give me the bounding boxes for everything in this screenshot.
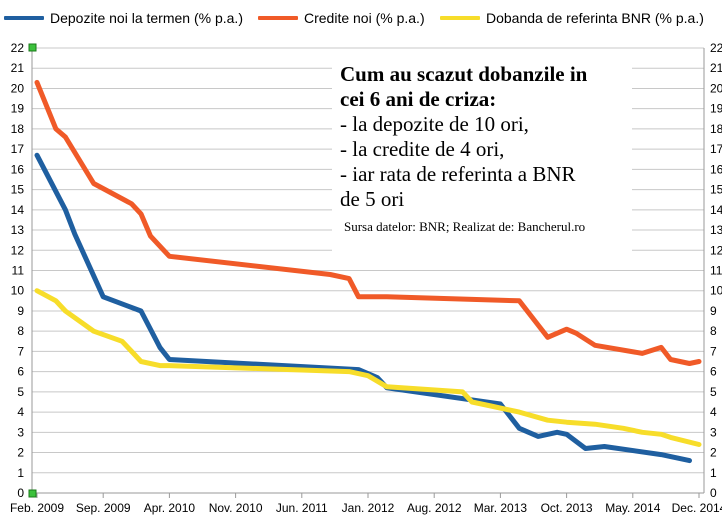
y-tick-right-19: 19 (710, 102, 722, 116)
series-line-1 (34, 79, 702, 366)
legend-item-dobanda: Dobanda de referinta BNR (% p.a.) (440, 10, 704, 26)
y-tick-left-1: 1 (17, 466, 24, 480)
legend-item-credite: Credite noi (% p.a.) (258, 10, 425, 26)
y-tick-left-3: 3 (17, 425, 24, 439)
annotation-title-line2: cei 6 ani de criza: (340, 87, 497, 111)
y-tick-right-17: 17 (710, 142, 722, 156)
annotation-line-bnr: - iar rata de referinta a BNR (340, 162, 576, 186)
legend: Depozite noi la termen (% p.a.) Credite … (0, 10, 722, 30)
y-tick-right-14: 14 (710, 203, 722, 217)
y-tick-right-20: 20 (710, 81, 722, 95)
y-tick-left-2: 2 (17, 446, 24, 460)
y-tick-left-22: 22 (11, 41, 25, 55)
y-tick-right-7: 7 (710, 344, 717, 358)
series-line-2 (34, 288, 702, 447)
y-tick-left-18: 18 (11, 122, 25, 136)
x-tick-label-9: May. 2014 (605, 501, 660, 515)
y-tick-right-4: 4 (710, 405, 717, 419)
selection-handles (28, 43, 37, 498)
y-tick-left-5: 5 (17, 385, 24, 399)
y-tick-right-3: 3 (710, 425, 717, 439)
annotation-box: Cum au scazut dobanzile in cei 6 ani de … (332, 62, 632, 268)
y-tick-left-16: 16 (11, 162, 25, 176)
legend-item-depozite: Depozite noi la termen (% p.a.) (4, 10, 243, 26)
x-tick-label-5: Jan. 2012 (342, 501, 395, 515)
y-tick-left-20: 20 (11, 81, 25, 95)
x-tick-label-1: Sep. 2009 (76, 501, 131, 515)
x-tick-label-0: Feb. 2009 (10, 501, 64, 515)
annotation-source: Sursa datelor: BNR; Realizat de: Bancher… (344, 219, 586, 234)
y-tick-right-1: 1 (710, 466, 717, 480)
legend-label-dobanda: Dobanda de referinta BNR (% p.a.) (486, 10, 704, 26)
handle-top-left (28, 43, 37, 52)
y-tick-left-17: 17 (11, 142, 25, 156)
y-tick-left-4: 4 (17, 405, 24, 419)
x-tick-label-6: Aug. 2012 (407, 501, 462, 515)
y-tick-left-0: 0 (17, 486, 24, 500)
x-tick-label-4: Jun. 2011 (276, 501, 328, 515)
legend-label-credite: Credite noi (% p.a.) (304, 10, 425, 26)
y-tick-left-7: 7 (17, 344, 24, 358)
y-tick-right-18: 18 (710, 122, 722, 136)
legend-swatch-dobanda (440, 16, 480, 20)
y-tick-right-22: 22 (710, 41, 722, 55)
y-tick-right-8: 8 (710, 324, 717, 338)
y-tick-right-13: 13 (710, 223, 722, 237)
y-tick-right-5: 5 (710, 385, 717, 399)
legend-swatch-credite (258, 16, 298, 20)
y-tick-left-19: 19 (11, 102, 25, 116)
y-tick-right-10: 10 (710, 284, 722, 298)
annotation-line-bnr-cont: de 5 ori (340, 187, 405, 211)
y-tick-left-15: 15 (11, 183, 25, 197)
y-tick-right-9: 9 (710, 304, 717, 318)
y-tick-right-12: 12 (710, 243, 722, 257)
series-lines (34, 79, 702, 464)
series-line-0 (34, 152, 692, 464)
y-tick-left-13: 13 (11, 223, 25, 237)
y-tick-right-11: 11 (710, 264, 722, 278)
legend-label-depozite: Depozite noi la termen (% p.a.) (50, 10, 243, 26)
x-tick-label-7: Mar. 2013 (474, 501, 528, 515)
y-tick-left-8: 8 (17, 324, 24, 338)
y-tick-left-6: 6 (17, 365, 24, 379)
x-tick-label-8: Oct. 2013 (541, 501, 593, 515)
y-tick-left-10: 10 (11, 284, 25, 298)
handle-bottom-left (28, 489, 37, 498)
y-tick-left-12: 12 (11, 243, 25, 257)
x-tick-label-3: Nov. 2010 (209, 501, 263, 515)
y-tick-right-6: 6 (710, 365, 717, 379)
y-tick-right-16: 16 (710, 162, 722, 176)
x-axis: Feb. 2009 Sep. 2009 Apr. 2010 Nov. 2010 Jun.… (10, 493, 722, 515)
y-tick-right-15: 15 (710, 183, 722, 197)
y-tick-right-21: 21 (710, 61, 722, 75)
x-tick-label-10: Dec. 2014 (672, 501, 722, 515)
y-tick-right-2: 2 (710, 446, 717, 460)
y-tick-left-9: 9 (17, 304, 24, 318)
y-tick-left-11: 11 (12, 264, 25, 278)
annotation-line-depozite: - la depozite de 10 ori, (340, 112, 529, 136)
annotation-line-credite: - la credite de 4 ori, (340, 137, 505, 161)
y-tick-left-14: 14 (11, 203, 25, 217)
y-tick-right-0: 0 (710, 486, 717, 500)
y-tick-left-21: 21 (11, 61, 25, 75)
annotation-title-line1: Cum au scazut dobanzile in (340, 62, 588, 86)
x-tick-label-2: Apr. 2010 (144, 501, 196, 515)
legend-swatch-depozite (4, 16, 44, 20)
